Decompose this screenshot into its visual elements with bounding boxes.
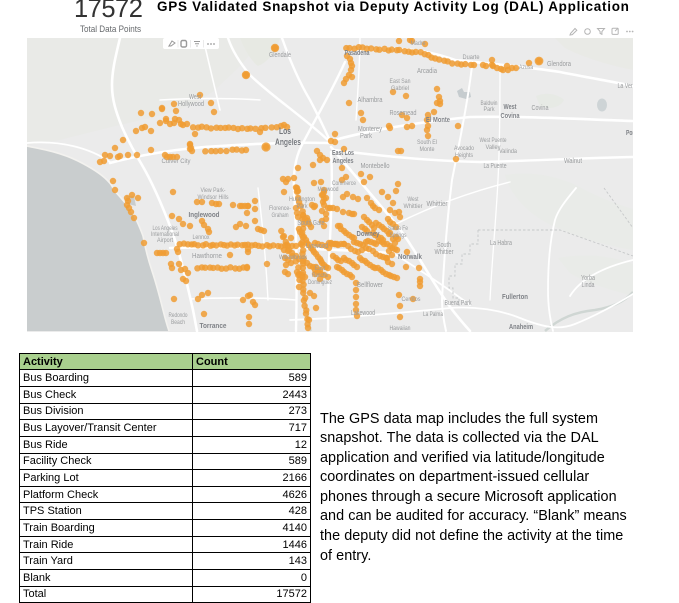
svg-text:Fullerton: Fullerton (502, 292, 528, 301)
svg-text:South: South (437, 242, 451, 249)
svg-text:Lynwood: Lynwood (306, 243, 328, 250)
svg-text:La Habra: La Habra (490, 240, 512, 247)
svg-text:Baldwin: Baldwin (481, 101, 498, 107)
svg-text:West: West (504, 102, 517, 111)
svg-text:Covina: Covina (501, 111, 521, 120)
svg-text:Cerritos: Cerritos (402, 296, 422, 303)
svg-text:Buena Park: Buena Park (445, 300, 472, 307)
svg-text:Torrance: Torrance (200, 321, 227, 330)
svg-text:Walnut: Walnut (564, 158, 582, 165)
svg-text:Avocado: Avocado (454, 145, 474, 152)
svg-text:Valley: Valley (486, 144, 502, 151)
svg-text:Huntington: Huntington (289, 196, 315, 203)
svg-text:East Los: East Los (332, 148, 354, 157)
svg-text:East San: East San (390, 78, 411, 85)
svg-text:Santa Fe: Santa Fe (388, 225, 408, 232)
svg-text:Park: Park (297, 203, 309, 210)
svg-text:Beach: Beach (171, 319, 185, 326)
svg-text:El Monte: El Monte (426, 115, 450, 124)
svg-text:Madre: Madre (411, 40, 426, 47)
svg-text:Willowbrook: Willowbrook (279, 254, 308, 261)
svg-text:Glendora: Glendora (547, 61, 571, 68)
svg-text:South El: South El (417, 139, 437, 146)
svg-text:Azusa: Azusa (519, 64, 533, 71)
svg-text:International: International (151, 232, 179, 238)
svg-text:Whittier: Whittier (404, 203, 424, 210)
svg-text:Bellflower: Bellflower (357, 282, 384, 289)
svg-text:Culver City: Culver City (162, 158, 192, 165)
svg-text:Anaheim: Anaheim (509, 322, 533, 331)
svg-text:Monterey: Monterey (358, 126, 382, 133)
svg-text:South Gate: South Gate (298, 220, 325, 227)
svg-text:Hollywood: Hollywood (178, 101, 204, 108)
svg-text:Airport: Airport (157, 238, 173, 244)
svg-text:View Park-: View Park- (201, 187, 226, 194)
svg-text:Whittier: Whittier (427, 201, 449, 208)
svg-text:Downey: Downey (357, 229, 381, 238)
svg-text:Monte: Monte (420, 146, 435, 153)
svg-text:Springs: Springs (390, 232, 408, 239)
svg-text:Commerce: Commerce (332, 180, 356, 187)
svg-text:Park: Park (484, 107, 496, 113)
svg-text:Florence-: Florence- (269, 205, 291, 212)
svg-text:Dominguez: Dominguez (308, 279, 332, 286)
svg-text:Covina: Covina (532, 105, 549, 112)
svg-text:Hawthorne: Hawthorne (192, 253, 222, 260)
svg-text:Lennox: Lennox (193, 234, 211, 241)
svg-text:West: West (408, 196, 419, 203)
svg-text:Los: Los (279, 126, 291, 137)
svg-text:La Verne: La Verne (618, 83, 634, 90)
svg-text:Pomona: Pomona (626, 128, 633, 137)
svg-text:Angeles: Angeles (333, 156, 354, 165)
svg-text:Park: Park (360, 133, 372, 140)
svg-text:West: West (189, 94, 201, 101)
svg-text:East: East (315, 265, 325, 272)
svg-text:Yorba: Yorba (581, 275, 595, 282)
svg-text:Heights: Heights (455, 152, 474, 159)
svg-text:Norwalk: Norwalk (398, 252, 423, 261)
svg-text:Glendale: Glendale (269, 52, 291, 59)
svg-text:Linda: Linda (582, 282, 595, 289)
svg-text:Angeles: Angeles (275, 137, 301, 148)
svg-text:La Puente: La Puente (484, 163, 507, 170)
svg-text:Montebello: Montebello (361, 163, 390, 170)
svg-text:Los Angeles: Los Angeles (153, 226, 178, 232)
svg-text:Hawaiian: Hawaiian (390, 325, 411, 332)
svg-text:Redondo: Redondo (169, 312, 188, 319)
svg-text:Alhambra: Alhambra (358, 97, 383, 104)
svg-text:West Puente: West Puente (480, 137, 507, 144)
svg-text:Valinda: Valinda (499, 148, 517, 155)
svg-text:Graham: Graham (272, 212, 289, 219)
svg-text:Windsor Hills: Windsor Hills (198, 194, 230, 201)
svg-text:Whittier: Whittier (435, 249, 455, 256)
svg-text:Rancho: Rancho (312, 272, 328, 279)
svg-text:Maywood: Maywood (318, 186, 339, 193)
svg-text:Rosemead: Rosemead (390, 110, 417, 117)
svg-text:Inglewood: Inglewood (189, 210, 220, 219)
svg-text:Gabriel: Gabriel (391, 85, 409, 92)
svg-text:Pasadena: Pasadena (345, 48, 371, 57)
svg-text:Duarte: Duarte (463, 54, 480, 61)
svg-text:Arcadia: Arcadia (417, 68, 437, 75)
svg-text:Lakewood: Lakewood (351, 310, 375, 317)
svg-text:La Palma: La Palma (423, 311, 443, 318)
